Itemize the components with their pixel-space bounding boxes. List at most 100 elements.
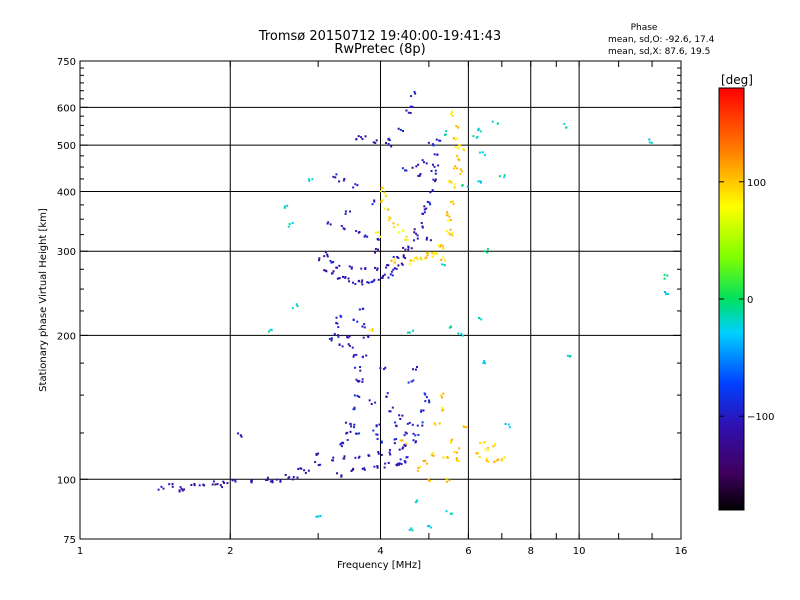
echo-point: [451, 114, 454, 117]
echo-point: [308, 179, 311, 182]
echo-point: [286, 204, 289, 207]
echo-point: [341, 345, 344, 348]
echo-point: [449, 441, 452, 444]
echo-point: [411, 368, 414, 371]
echo-point: [482, 361, 485, 364]
echo-point: [352, 186, 355, 189]
echo-point: [477, 129, 480, 132]
echo-point: [450, 512, 453, 515]
echo-point: [350, 469, 353, 472]
echo-point: [343, 177, 346, 180]
phase-title: Phase: [631, 23, 658, 33]
echo-point: [461, 184, 464, 187]
echo-point: [348, 265, 351, 268]
echo-point: [390, 259, 393, 262]
echo-point: [371, 327, 374, 330]
echo-point: [451, 234, 454, 237]
echo-point: [450, 440, 453, 443]
echo-point: [397, 231, 400, 234]
echo-point: [445, 214, 448, 217]
echo-point: [424, 400, 427, 403]
echo-point: [477, 127, 480, 130]
echo-point: [401, 439, 404, 442]
echo-point: [454, 138, 457, 141]
y-tick-label: 200: [57, 331, 76, 342]
echo-point: [408, 331, 411, 334]
echo-point: [402, 246, 405, 249]
echo-point: [357, 231, 360, 234]
echo-point: [379, 367, 382, 370]
echo-point: [508, 426, 511, 429]
echo-point: [480, 318, 483, 321]
echo-point: [459, 168, 462, 171]
echo-point: [350, 266, 353, 269]
echo-point: [411, 423, 414, 426]
echo-point: [421, 159, 424, 162]
echo-point: [329, 223, 332, 226]
echo-point: [456, 154, 459, 157]
echo-point: [485, 457, 488, 460]
y-tick-label: 750: [57, 57, 76, 68]
echo-point: [454, 165, 457, 168]
echo-point: [392, 268, 395, 271]
echo-point: [389, 410, 392, 413]
echo-point: [503, 176, 506, 179]
echo-point: [392, 222, 395, 225]
echo-point: [459, 144, 462, 147]
echo-point: [452, 203, 455, 206]
echo-point: [416, 469, 419, 472]
echo-point: [442, 256, 445, 259]
echo-point: [340, 475, 343, 478]
echo-point: [181, 489, 184, 492]
echo-point: [193, 482, 196, 485]
echo-point: [452, 137, 455, 140]
echo-point: [353, 423, 356, 426]
echo-point: [411, 329, 414, 332]
echo-point: [250, 479, 253, 482]
echo-point: [223, 481, 226, 484]
echo-point: [410, 380, 413, 383]
echo-point: [212, 480, 215, 483]
echo-point: [377, 452, 380, 455]
echo-point: [449, 233, 452, 236]
echo-point: [444, 133, 447, 136]
echo-point: [352, 318, 355, 321]
echo-point: [358, 432, 361, 435]
colorbar-tick-label: −100: [747, 412, 774, 423]
echo-point: [438, 139, 441, 142]
echo-point: [427, 399, 430, 402]
colorbar-label: [deg]: [721, 73, 753, 87]
echo-point: [449, 228, 452, 231]
echo-point: [386, 392, 389, 395]
echo-point: [367, 335, 370, 338]
echo-point: [288, 222, 291, 225]
echo-point: [445, 477, 448, 480]
echo-point: [190, 483, 193, 486]
echo-point: [453, 167, 456, 170]
echo-point: [459, 172, 462, 175]
echo-point: [287, 225, 290, 228]
echo-point: [160, 485, 163, 488]
echo-point: [385, 141, 388, 144]
echo-point: [486, 248, 489, 251]
echo-point: [416, 237, 419, 240]
echo-point: [422, 161, 425, 164]
echo-point: [500, 457, 503, 460]
echo-point: [667, 293, 670, 296]
echo-point: [375, 139, 378, 142]
echo-point: [650, 141, 653, 144]
echo-point: [283, 206, 286, 209]
echo-point: [399, 128, 402, 131]
echo-point: [415, 165, 418, 168]
echo-point: [183, 488, 186, 491]
echo-point: [390, 270, 393, 273]
echo-point: [346, 439, 349, 442]
echo-point: [371, 280, 374, 283]
echo-point: [485, 459, 488, 462]
echo-point: [374, 141, 377, 144]
echo-point: [451, 110, 454, 113]
echo-point: [503, 174, 506, 177]
echo-point: [405, 235, 408, 238]
echo-point: [484, 448, 487, 451]
echo-point: [400, 262, 403, 265]
